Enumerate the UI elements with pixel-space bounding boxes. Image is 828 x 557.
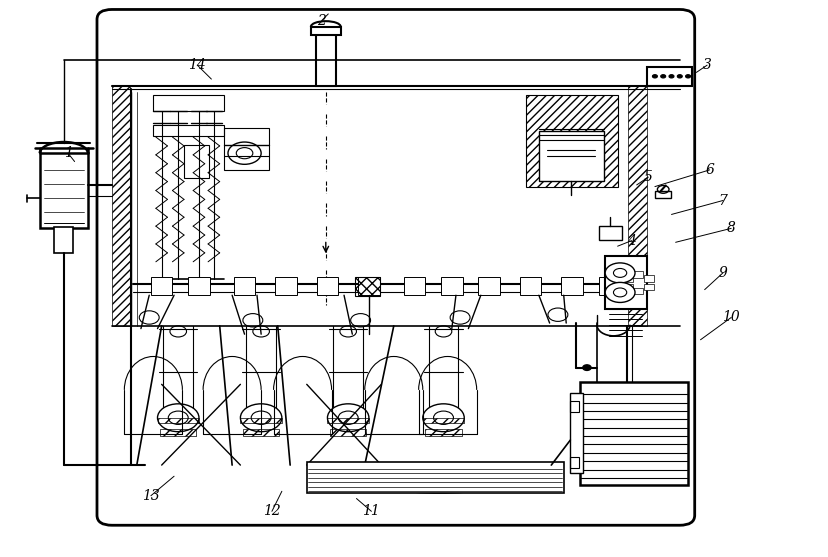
Bar [153, 125, 224, 136]
Bar [188, 277, 209, 295]
Bar [327, 418, 368, 423]
Bar [224, 128, 269, 170]
Bar [643, 275, 653, 282]
Text: 8: 8 [726, 221, 734, 236]
Circle shape [685, 75, 690, 78]
Bar [240, 418, 282, 423]
Bar [160, 429, 196, 436]
Bar [604, 256, 646, 309]
Text: 9: 9 [718, 266, 726, 280]
Text: 13: 13 [142, 488, 160, 503]
Bar [570, 457, 578, 468]
Circle shape [582, 365, 590, 370]
Bar [580, 382, 687, 485]
Text: 2: 2 [317, 13, 325, 28]
Bar [310, 27, 340, 35]
Bar [598, 226, 621, 240]
Bar [358, 277, 379, 295]
Bar [622, 275, 632, 282]
Bar [622, 284, 632, 290]
Text: 4: 4 [627, 233, 635, 248]
Text: 5: 5 [643, 170, 652, 184]
Circle shape [652, 75, 657, 78]
Bar [243, 429, 279, 436]
Bar [275, 277, 296, 295]
Circle shape [240, 404, 282, 432]
Text: 14: 14 [188, 58, 206, 72]
Bar [425, 429, 461, 436]
Text: 10: 10 [721, 310, 739, 325]
Text: 7: 7 [718, 193, 726, 208]
Bar [633, 271, 643, 278]
Circle shape [327, 404, 368, 432]
Bar [316, 277, 338, 295]
Text: 11: 11 [362, 504, 380, 519]
Bar [538, 131, 603, 181]
Bar [422, 418, 464, 423]
Circle shape [422, 404, 464, 432]
Bar [598, 277, 619, 295]
Circle shape [157, 404, 199, 432]
Bar [306, 462, 563, 493]
Circle shape [676, 75, 681, 78]
Bar [526, 95, 617, 187]
Bar [570, 393, 582, 473]
Circle shape [604, 282, 634, 302]
Bar [54, 227, 74, 253]
Bar [654, 191, 671, 198]
Text: 3: 3 [702, 58, 710, 72]
Bar [570, 401, 578, 412]
Circle shape [668, 75, 673, 78]
Bar [440, 277, 462, 295]
Bar [112, 86, 130, 326]
Bar [157, 418, 199, 423]
Bar [40, 153, 88, 228]
Text: 12: 12 [262, 504, 281, 519]
Bar [354, 277, 379, 296]
Bar [633, 287, 643, 294]
Bar [643, 284, 653, 290]
Bar [330, 429, 366, 436]
Bar [184, 145, 209, 178]
Text: 6: 6 [705, 163, 713, 177]
Bar [628, 86, 646, 326]
Bar [646, 67, 691, 86]
Bar [151, 277, 172, 295]
Bar [233, 277, 255, 295]
Bar [153, 95, 224, 111]
Circle shape [660, 75, 665, 78]
Bar [315, 33, 335, 86]
Bar [519, 277, 541, 295]
Bar [478, 277, 499, 295]
Circle shape [604, 263, 634, 283]
Bar [403, 277, 425, 295]
Bar [561, 277, 582, 295]
Text: 1: 1 [64, 146, 72, 160]
